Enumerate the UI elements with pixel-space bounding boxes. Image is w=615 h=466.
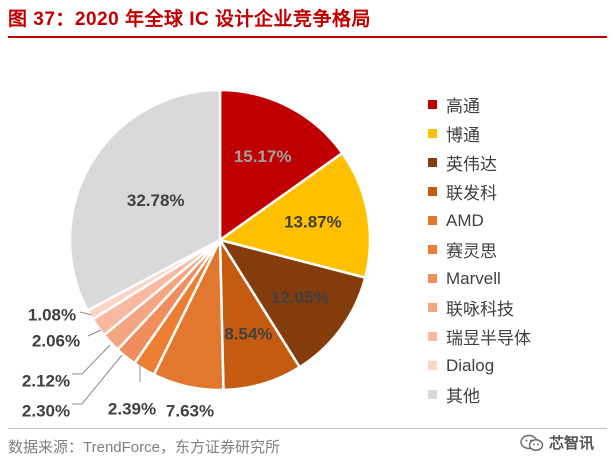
data-label-联咏科技: 2.12% [22,371,70,390]
legend-item-博通: 博通 [428,119,531,148]
legend-item-marvell: Marvell [428,264,531,293]
legend-item-联发科: 联发科 [428,177,531,206]
legend-label: Marvell [446,268,501,288]
legend-label: 其他 [446,387,480,406]
legend-item-amd: AMD [428,206,531,235]
legend-label: AMD [446,210,484,230]
pie-slice-博通 [217,151,372,280]
chart-title: 图 37：2020 年全球 IC 设计企业竞争格局 [8,9,372,30]
legend-swatch [428,158,437,167]
title-divider [8,36,607,38]
data-label-英伟达: 12.05% [271,288,329,307]
data-label-瑞昱半导体: 2.06% [32,331,80,350]
legend-label: 博通 [446,126,480,145]
legend-label: 联咏科技 [446,300,514,319]
legend-label: 瑞昱半导体 [446,329,531,348]
legend-label: Dialog [446,355,495,375]
leader-line-marvell [72,354,123,405]
footer-divider [8,428,607,429]
data-label-marvell: 2.30% [22,401,70,420]
leader-line-瑞昱半导体 [87,329,102,337]
leader-line-dialog [79,311,93,316]
legend-label: 英伟达 [446,155,497,174]
data-label-其他: 32.78% [127,191,185,210]
legend-swatch [428,303,437,312]
chart-legend: 高通博通英伟达联发科 AMD 赛灵思 Marvell 联咏科技瑞昱半导体 Dialog 其他 [428,90,531,409]
watermark: 芯智讯 [520,432,594,453]
data-label-联发科: 8.54% [224,324,272,343]
legend-swatch [428,332,437,341]
pie-slice-英伟达 [217,238,367,369]
legend-swatch [428,129,437,138]
source-note: 数据来源：TrendForce，东方证券研究所 [8,439,280,456]
legend-item-高通: 高通 [428,90,531,119]
leader-line-联咏科技 [72,344,111,375]
pie-slice-其他 [68,88,222,313]
legend-swatch [428,245,437,254]
legend-swatch [428,274,437,283]
watermark-text: 芯智讯 [549,435,595,452]
data-label-高通: 15.17% [234,147,292,166]
legend-swatch [428,361,437,370]
legend-label: 赛灵思 [446,242,497,261]
data-label-amd: 7.63% [166,401,214,420]
legend-item-瑞昱半导体: 瑞昱半导体 [428,322,531,351]
legend-label: 联发科 [446,184,497,203]
legend-item-其他: 其他 [428,380,531,409]
legend-swatch [428,100,437,109]
legend-item-dialog: Dialog [428,351,531,380]
pie-slice-高通 [218,88,345,243]
legend-item-联咏科技: 联咏科技 [428,293,531,322]
data-label-dialog: 1.08% [28,305,76,324]
legend-label: 高通 [446,97,480,116]
legend-item-赛灵思: 赛灵思 [428,235,531,264]
data-label-博通: 13.87% [284,212,342,231]
legend-swatch [428,187,437,196]
legend-swatch [428,216,437,225]
data-label-赛灵思: 2.39% [108,399,156,418]
legend-swatch [428,390,437,399]
legend-item-英伟达: 英伟达 [428,148,531,177]
wechat-icon [520,434,544,452]
